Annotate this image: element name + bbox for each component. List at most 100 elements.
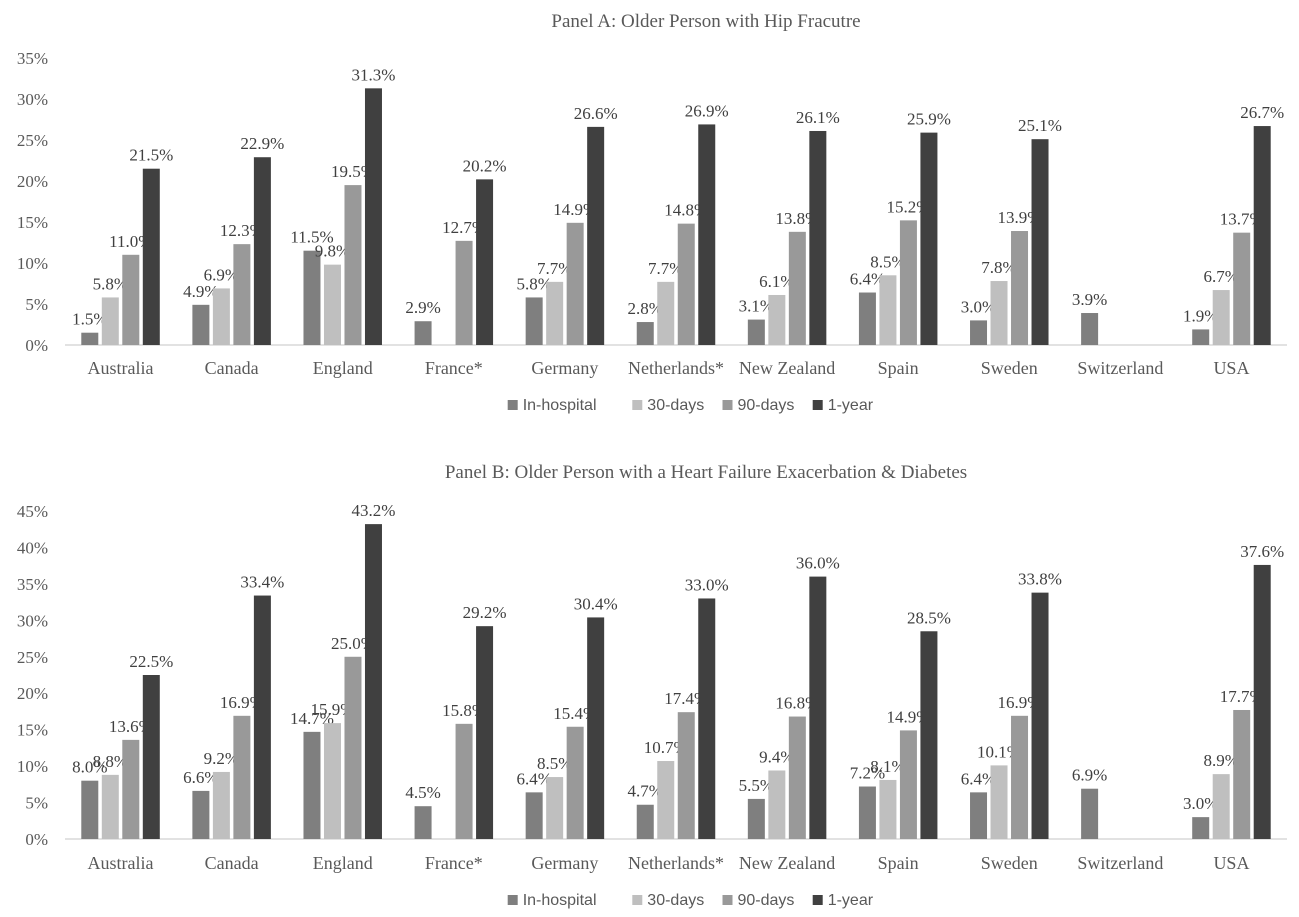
data-label: 21.5%	[129, 146, 173, 165]
chart-title: Panel B: Older Person with a Heart Failu…	[445, 462, 967, 483]
bar-in-hospital	[747, 798, 765, 839]
bar-30-days	[768, 770, 786, 839]
category-label: Sweden	[981, 358, 1038, 378]
bar-1-year	[698, 124, 716, 345]
bar-in-hospital	[81, 780, 99, 839]
legend-item: 90-days	[722, 397, 795, 414]
data-label: 6.9%	[204, 265, 239, 284]
bar-in-hospital	[414, 321, 432, 345]
legend-swatch	[507, 895, 518, 905]
bar-1-year	[920, 631, 938, 839]
data-label: 5.5%	[739, 776, 774, 795]
y-tick-label: 35%	[17, 49, 48, 68]
category-label: New Zealand	[739, 853, 835, 873]
data-label: 6.4%	[961, 769, 996, 788]
y-tick-label: 5%	[25, 295, 48, 314]
y-tick-label: 15%	[17, 721, 48, 740]
data-label: 2.9%	[405, 298, 440, 317]
legend-swatch	[722, 895, 733, 905]
bar-1-year	[253, 595, 271, 839]
category-label: Germany	[531, 853, 598, 873]
data-label: 37.6%	[1240, 542, 1284, 561]
y-tick-label: 5%	[25, 794, 48, 813]
data-label: 13.9%	[998, 208, 1042, 227]
bar-90-days	[344, 185, 362, 345]
legend-swatch	[812, 895, 823, 905]
data-label: 30.4%	[574, 594, 618, 613]
bar-90-days	[899, 730, 917, 839]
bar-in-hospital	[303, 731, 321, 839]
legend-label: 90-days	[738, 892, 795, 909]
data-label: 26.7%	[1240, 103, 1284, 122]
category-label: Germany	[531, 358, 598, 378]
bar-in-hospital	[858, 786, 876, 839]
category-label: France*	[425, 358, 483, 378]
data-label: 15.9%	[311, 700, 355, 719]
bar-90-days	[788, 231, 806, 345]
bar-in-hospital	[525, 792, 543, 839]
y-tick-label: 10%	[17, 757, 48, 776]
bar-90-days	[788, 716, 806, 839]
legend-label: 90-days	[738, 397, 795, 414]
legend-item: 1-year	[812, 892, 874, 909]
data-label: 8.8%	[93, 752, 128, 771]
data-label: 12.3%	[220, 221, 264, 240]
data-label: 14.7%	[290, 709, 334, 728]
bar-1-year	[364, 524, 382, 839]
data-label: 12.7%	[442, 218, 486, 237]
bar-30-days	[212, 771, 230, 839]
category-label: Netherlands*	[628, 358, 724, 378]
y-tick-label: 10%	[17, 254, 48, 273]
data-label: 22.5%	[129, 652, 173, 671]
data-label: 43.2%	[352, 501, 396, 520]
y-tick-label: 0%	[25, 336, 48, 355]
data-label: 8.9%	[1203, 751, 1238, 770]
data-label: 2.8%	[628, 299, 663, 318]
data-label: 13.6%	[109, 717, 153, 736]
data-label: 17.4%	[664, 689, 708, 708]
data-label: 3.1%	[739, 297, 774, 316]
data-label: 26.9%	[685, 101, 729, 120]
data-label: 6.9%	[1072, 766, 1107, 785]
category-label: Canada	[205, 358, 259, 378]
bar-30-days	[657, 761, 675, 839]
data-label: 13.8%	[775, 209, 819, 228]
data-label: 9.4%	[759, 747, 794, 766]
data-label: 19.5%	[331, 162, 375, 181]
bar-90-days	[455, 240, 473, 345]
bar-30-days	[323, 723, 341, 839]
data-label: 33.0%	[685, 575, 729, 594]
bar-in-hospital	[970, 792, 988, 839]
bar-1-year	[1253, 126, 1271, 345]
bar-1-year	[142, 168, 160, 345]
data-label: 6.4%	[516, 769, 551, 788]
category-label: USA	[1213, 853, 1249, 873]
bar-in-hospital	[858, 292, 876, 345]
y-tick-label: 45%	[17, 502, 48, 521]
category-label: Spain	[878, 358, 919, 378]
category-label: England	[313, 853, 373, 873]
data-label: 6.7%	[1203, 267, 1238, 286]
data-label: 36.0%	[796, 554, 840, 573]
bar-1-year	[698, 598, 716, 839]
bar-in-hospital	[747, 319, 765, 345]
bar-90-days	[455, 723, 473, 839]
bar-30-days	[990, 765, 1008, 839]
bar-in-hospital	[1081, 788, 1099, 839]
data-label: 20.2%	[463, 156, 507, 175]
bar-1-year	[364, 88, 382, 345]
data-label: 4.5%	[405, 783, 440, 802]
legend-swatch	[632, 400, 643, 410]
category-label: Switzerland	[1077, 853, 1163, 873]
bar-90-days	[233, 244, 251, 345]
data-label: 1.9%	[1183, 306, 1218, 325]
legend-swatch	[632, 895, 643, 905]
y-tick-label: 30%	[17, 611, 48, 630]
bar-in-hospital	[414, 806, 432, 839]
data-label: 1.5%	[72, 310, 107, 329]
bar-1-year	[920, 132, 938, 345]
bar-30-days	[657, 281, 675, 345]
bar-in-hospital	[192, 304, 210, 345]
bar-1-year	[476, 179, 494, 345]
